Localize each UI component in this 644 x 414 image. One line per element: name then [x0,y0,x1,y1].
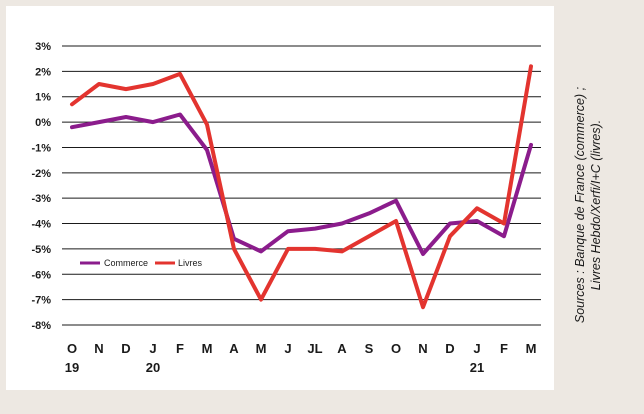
x-tick-label: M [202,341,213,356]
x-tick-label: S [365,341,374,356]
x-tick-label: M [256,341,267,356]
year-label: 19 [65,360,79,375]
y-axis-ticks: 3% 2% 1% 0% -1% -2% -3% -4% -5% -6% -7% -8% [31,41,51,332]
y-tick-label: -7% [31,295,51,307]
legend-label: Commerce [104,258,148,268]
x-tick-label: J [284,341,291,356]
y-tick-label: -1% [31,142,51,154]
x-tick-label: O [391,341,401,356]
y-tick-label: -8% [31,320,51,332]
y-tick-label: 3% [35,41,51,53]
x-tick-label: F [500,341,508,356]
x-tick-label: M [526,341,537,356]
x-tick-label: F [176,341,184,356]
y-tick-label: -2% [31,168,51,180]
x-tick-label: A [229,341,239,356]
x-tick-label: D [445,341,454,356]
y-tick-label: -4% [31,219,51,231]
x-tick-label: N [418,341,427,356]
y-tick-label: 0% [35,117,51,129]
y-tick-label: 1% [35,92,51,104]
x-tick-label: JL [307,341,322,356]
series-lines [70,64,533,310]
y-tick-label: 2% [35,66,51,78]
x-axis-ticks: O N D J F M A M J JL A S O N D J F M 19 20 21 [65,341,537,375]
x-tick-label: J [149,341,156,356]
series-line-commerce [70,112,533,256]
y-tick-label: -6% [31,269,51,281]
source-line-1: Sources : Banque de France (commerce) ; [573,86,587,323]
gridlines [62,45,541,326]
series-line-livres [70,64,533,310]
legend-label: Livres [178,258,203,268]
x-tick-label: O [67,341,77,356]
y-tick-label: -5% [31,244,51,256]
year-label: 21 [470,360,484,375]
source-note: Sources : Banque de France (commerce) ; … [573,86,603,323]
x-tick-label: A [337,341,347,356]
x-tick-label: D [121,341,130,356]
x-tick-label: J [473,341,480,356]
legend: Commerce Livres [80,258,203,268]
source-line-2: Livres Hebdo/Xerfi/I+C (livres). [589,120,603,291]
x-tick-label: N [94,341,103,356]
year-label: 20 [146,360,160,375]
y-tick-label: -3% [31,193,51,205]
